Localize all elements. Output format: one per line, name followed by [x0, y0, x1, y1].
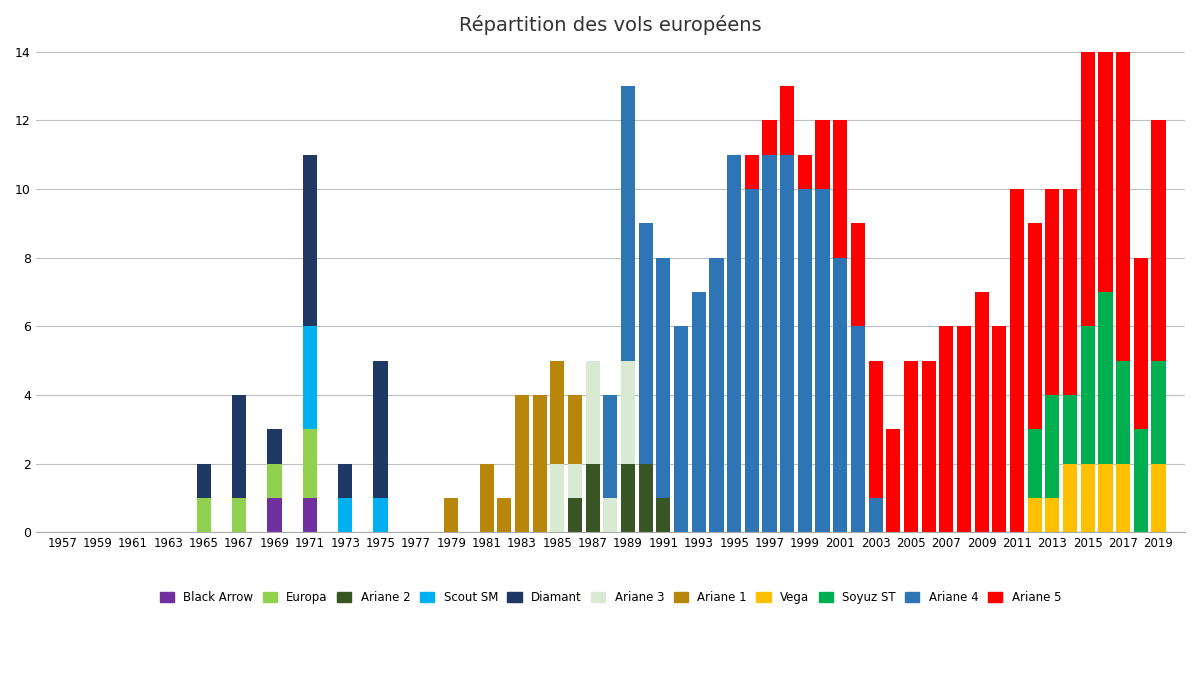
Bar: [691, 292, 706, 533]
Bar: [869, 498, 883, 533]
Bar: [620, 86, 635, 360]
Bar: [1152, 360, 1165, 464]
Bar: [1152, 121, 1165, 360]
Bar: [851, 327, 865, 533]
Bar: [1134, 258, 1148, 429]
Bar: [762, 121, 776, 155]
Bar: [974, 292, 989, 533]
Bar: [568, 395, 582, 464]
Bar: [940, 327, 953, 533]
Bar: [656, 498, 671, 533]
Bar: [480, 464, 493, 533]
Bar: [338, 464, 353, 498]
Bar: [568, 464, 582, 498]
Bar: [1098, 0, 1112, 292]
Bar: [638, 223, 653, 464]
Bar: [268, 498, 282, 533]
Bar: [727, 155, 742, 533]
Bar: [1063, 464, 1078, 533]
Bar: [1152, 464, 1165, 533]
Bar: [302, 429, 317, 498]
Bar: [869, 360, 883, 498]
Bar: [1027, 223, 1042, 429]
Bar: [1081, 0, 1094, 327]
Bar: [1045, 395, 1060, 498]
Bar: [638, 464, 653, 533]
Bar: [302, 498, 317, 533]
Bar: [1098, 464, 1112, 533]
Bar: [656, 258, 671, 498]
Bar: [268, 464, 282, 498]
Bar: [197, 498, 211, 533]
Bar: [373, 498, 388, 533]
Bar: [1045, 189, 1060, 395]
Bar: [1010, 189, 1024, 533]
Bar: [533, 395, 547, 533]
Bar: [515, 395, 529, 533]
Bar: [497, 498, 511, 533]
Bar: [798, 189, 812, 533]
Bar: [568, 498, 582, 533]
Bar: [1116, 0, 1130, 360]
Bar: [709, 258, 724, 533]
Bar: [674, 327, 688, 533]
Bar: [232, 395, 246, 498]
Bar: [551, 464, 564, 533]
Bar: [1045, 498, 1060, 533]
Bar: [1081, 464, 1094, 533]
Bar: [992, 327, 1007, 533]
Bar: [197, 464, 211, 498]
Bar: [904, 360, 918, 533]
Bar: [1063, 189, 1078, 395]
Bar: [620, 464, 635, 533]
Bar: [1081, 327, 1094, 464]
Bar: [586, 464, 600, 533]
Legend: Black Arrow, Europa, Ariane 2, Scout SM, Diamant, Ariane 3, Ariane 1, Vega, Soyu: Black Arrow, Europa, Ariane 2, Scout SM,…: [155, 587, 1066, 609]
Bar: [1134, 429, 1148, 533]
Bar: [620, 360, 635, 464]
Bar: [798, 155, 812, 189]
Bar: [444, 498, 458, 533]
Bar: [745, 189, 758, 533]
Bar: [232, 498, 246, 533]
Bar: [302, 327, 317, 429]
Bar: [551, 360, 564, 464]
Bar: [338, 498, 353, 533]
Bar: [780, 86, 794, 155]
Bar: [851, 223, 865, 327]
Bar: [268, 429, 282, 464]
Bar: [780, 155, 794, 533]
Bar: [922, 360, 936, 533]
Bar: [745, 155, 758, 189]
Bar: [833, 121, 847, 258]
Bar: [816, 121, 829, 189]
Bar: [1116, 464, 1130, 533]
Bar: [302, 155, 317, 327]
Bar: [586, 360, 600, 464]
Bar: [604, 498, 618, 533]
Bar: [833, 258, 847, 533]
Title: Répartition des vols européens: Répartition des vols européens: [460, 15, 762, 35]
Bar: [604, 395, 618, 498]
Bar: [886, 429, 900, 533]
Bar: [373, 360, 388, 498]
Bar: [1027, 498, 1042, 533]
Bar: [1027, 429, 1042, 498]
Bar: [762, 155, 776, 533]
Bar: [1116, 360, 1130, 464]
Bar: [1063, 395, 1078, 464]
Bar: [956, 327, 971, 533]
Bar: [1098, 292, 1112, 464]
Bar: [816, 189, 829, 533]
